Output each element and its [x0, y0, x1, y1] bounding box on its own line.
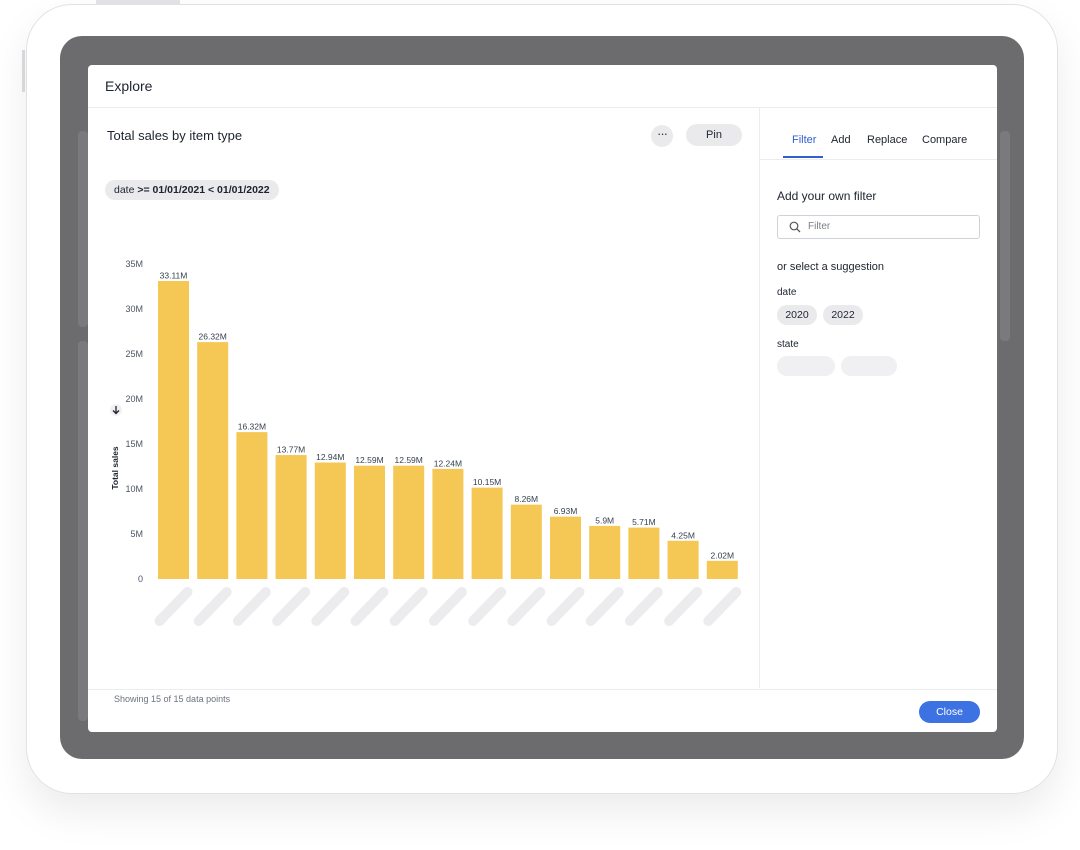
category-label-placeholder [272, 587, 311, 626]
data-points-count: Showing 15 of 15 data points [114, 694, 231, 704]
bar [275, 455, 307, 579]
suggestion-date-label: date [777, 287, 797, 298]
y-tick-label: 10M [125, 484, 143, 494]
y-tick-label: 5M [130, 529, 143, 539]
chart-panel: Total sales by item type ··· Pin date >=… [88, 108, 760, 704]
category-label-placeholder [154, 587, 193, 626]
date-filter-chip[interactable]: date >= 01/01/2021 < 01/01/2022 [105, 180, 279, 200]
bar-data-label: 2.02M [710, 550, 734, 560]
state-option-placeholder[interactable] [841, 356, 897, 376]
active-tab-indicator [783, 156, 823, 158]
bar [510, 504, 542, 579]
y-tick-label: 15M [125, 439, 143, 449]
bar [471, 487, 503, 579]
close-button[interactable]: Close [919, 701, 980, 723]
bar [354, 465, 385, 579]
background-card [78, 341, 88, 721]
date-option-2022[interactable]: 2022 [823, 305, 863, 325]
category-label-placeholder [311, 587, 350, 626]
bar [550, 516, 581, 579]
tab-replace[interactable]: Replace [867, 134, 908, 146]
suggestion-state-label: state [777, 339, 799, 350]
bar-data-label: 33.11M [160, 271, 188, 281]
bar [432, 468, 464, 579]
device-side-button [22, 50, 25, 92]
category-label-placeholder [664, 587, 703, 626]
bar-data-label: 8.26M [514, 494, 538, 504]
tab-add[interactable]: Add [831, 134, 851, 146]
category-label-placeholder [428, 587, 467, 626]
add-filter-heading: Add your own filter [777, 189, 877, 203]
date-option-2020[interactable]: 2020 [777, 305, 817, 325]
explore-side-panel: Filter Add Replace Compare Add your own … [760, 108, 997, 688]
bar [706, 560, 738, 579]
bar-data-label: 5.9M [595, 515, 614, 525]
filter-search-box [777, 215, 980, 239]
explore-tabs: Filter Add Replace Compare [760, 108, 997, 160]
bar-data-label: 26.32M [199, 332, 227, 342]
search-icon [789, 221, 801, 233]
more-options-button[interactable]: ··· [651, 125, 673, 147]
modal-title: Explore [105, 78, 153, 94]
y-axis-label: Total sales [110, 446, 120, 490]
filter-chip-field: date [114, 184, 135, 196]
device-top-tab [96, 0, 180, 4]
category-label-placeholder [389, 587, 428, 626]
bar [314, 462, 346, 579]
modal-footer: Close [88, 689, 997, 732]
y-tick-label: 25M [125, 349, 143, 359]
category-label-placeholder [703, 587, 742, 626]
bar [628, 527, 660, 579]
tab-filter[interactable]: Filter [792, 134, 817, 146]
bar [589, 525, 621, 579]
background-card [1000, 131, 1010, 341]
y-tick-label: 35M [125, 259, 143, 269]
category-label-placeholder [193, 587, 232, 626]
modal-header: Explore [88, 65, 997, 108]
more-icon: ··· [657, 126, 668, 141]
category-label-placeholder [585, 587, 624, 626]
filter-chip-condition: >= 01/01/2021 < 01/01/2022 [137, 184, 270, 196]
category-label-placeholder [507, 587, 546, 626]
bar-data-label: 6.93M [554, 506, 578, 516]
background-card [78, 131, 88, 327]
bar [197, 342, 229, 579]
tab-compare[interactable]: Compare [922, 134, 968, 146]
y-tick-label: 0 [138, 574, 143, 584]
y-tick-label: 30M [125, 304, 143, 314]
bar-chart: 0 5M 10M 15M 20M 25M 30M 35M Total sales 33.11M 26… [110, 259, 742, 626]
category-label-placeholder [232, 587, 271, 626]
bar [158, 281, 189, 579]
bar-data-label: 5.71M [632, 517, 656, 527]
explore-modal: Explore Total sales by item type ··· Pin… [88, 65, 997, 732]
bar-data-label: 12.59M [395, 455, 423, 465]
y-tick-label: 20M [125, 394, 143, 404]
category-label-placeholder [468, 587, 507, 626]
state-option-placeholder[interactable] [777, 356, 835, 376]
bar-data-label: 12.59M [355, 455, 383, 465]
bar-data-label: 4.25M [671, 530, 695, 540]
bar-data-label: 10.15M [473, 477, 501, 487]
pin-button[interactable]: Pin [686, 124, 742, 146]
bar-data-label: 12.24M [434, 458, 462, 468]
filter-input[interactable] [808, 218, 968, 234]
category-label-placeholder [624, 587, 663, 626]
bar [236, 432, 268, 579]
sort-descending-icon [112, 406, 120, 415]
category-label-placeholder [546, 587, 585, 626]
bar [393, 465, 425, 579]
bar [667, 540, 699, 579]
chart-title: Total sales by item type [107, 128, 243, 143]
bar-data-label: 12.94M [316, 452, 344, 462]
category-label-placeholder [350, 587, 389, 626]
bar-data-label: 13.77M [277, 445, 305, 455]
bar-data-label: 16.32M [238, 422, 266, 432]
suggestion-heading: or select a suggestion [777, 261, 885, 273]
